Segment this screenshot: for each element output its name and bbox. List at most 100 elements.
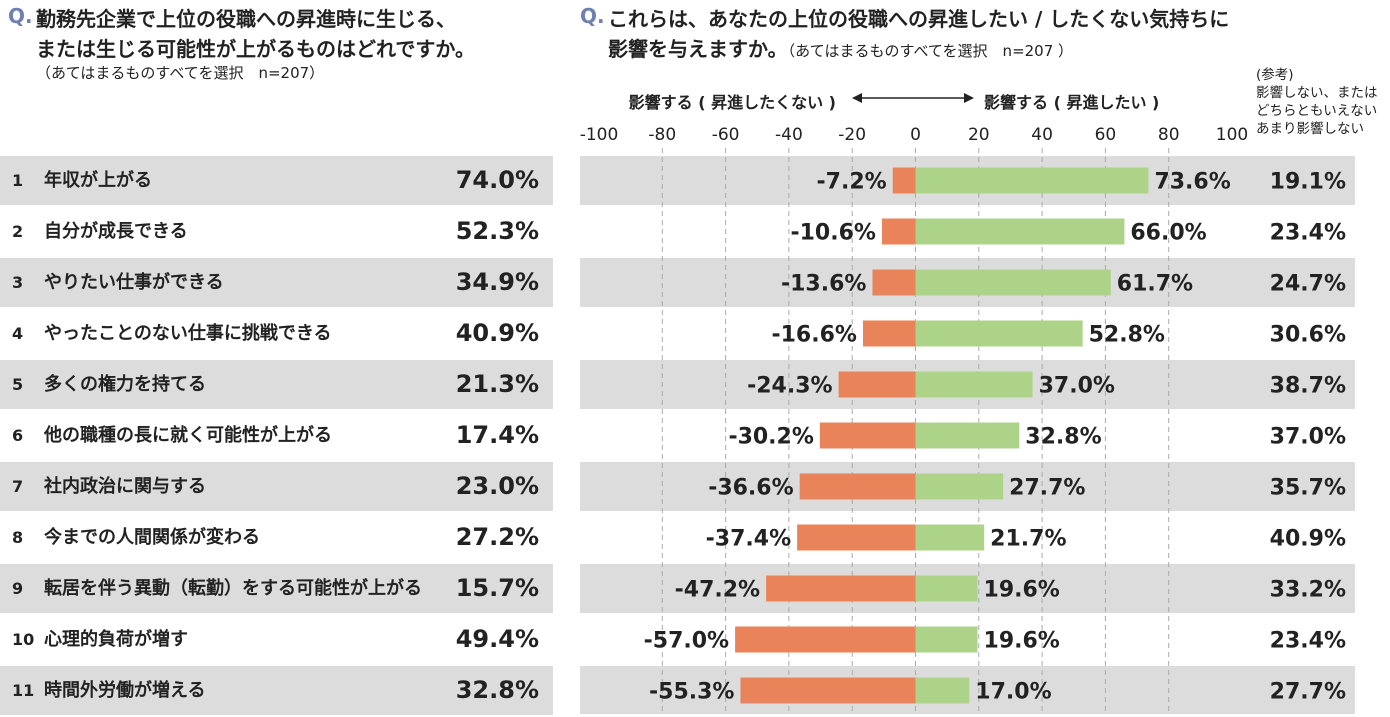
negative-value-label: -13.6% — [781, 272, 866, 297]
table-row: 7 社内政治に関与する 23.0% — [0, 462, 553, 511]
row-value: 21.3% — [455, 370, 539, 398]
row-label: 社内政治に関与する — [44, 476, 206, 497]
positive-bar — [915, 473, 1004, 500]
positive-bar — [915, 167, 1149, 194]
reference-value-label: 40.9% — [1270, 527, 1346, 552]
reference-header-line: あまり影響しない — [1256, 120, 1364, 137]
row-number: 4 — [12, 324, 24, 343]
right-q-mark: Q. — [580, 4, 605, 28]
negative-value-label: -36.6% — [708, 476, 793, 501]
table-row: 5 多くの権力を持てる 21.3% — [0, 360, 553, 409]
negative-bar — [881, 218, 916, 245]
x-tick-label: 100 — [1216, 125, 1248, 145]
negative-bar — [735, 626, 916, 653]
negative-value-label: -24.3% — [747, 374, 832, 399]
x-tick-label: -40 — [775, 125, 803, 145]
negative-value-label: -16.6% — [771, 323, 856, 348]
positive-value-label: 66.0% — [1130, 221, 1206, 246]
x-tick-label: 40 — [1031, 125, 1053, 145]
direction-right-label: 影響する ( 昇進したい ) — [984, 93, 1159, 112]
row-number: 1 — [12, 171, 24, 190]
row-value: 27.2% — [455, 523, 539, 551]
reference-values: 19.1% 23.4% 24.7% 30.6% 38.7% 37.0% 35.7% 40.9%… — [1270, 170, 1346, 705]
x-tick-label: 20 — [968, 125, 990, 145]
negative-value-label: -30.2% — [728, 425, 813, 450]
positive-value-label: 52.8% — [1089, 323, 1165, 348]
positive-value-label: 17.0% — [975, 680, 1051, 705]
direction-arrow-left-head — [852, 93, 862, 103]
positive-bar — [915, 218, 1125, 245]
table-row: 11 時間外労働が増える 32.8% — [0, 666, 553, 715]
positive-bar — [915, 575, 978, 602]
positive-bar — [915, 677, 970, 704]
reference-value-label: 33.2% — [1270, 578, 1346, 603]
row-label: やったことのない仕事に挑戦できる — [44, 323, 332, 344]
table-row: 6 他の職種の長に就く可能性が上がる 17.4% — [0, 411, 553, 460]
positive-value-label: 73.6% — [1154, 170, 1230, 195]
positive-value-label: 21.7% — [990, 527, 1066, 552]
positive-bar — [915, 524, 985, 551]
positive-bar — [915, 320, 1083, 347]
row-number: 5 — [12, 375, 24, 394]
row-value: 52.3% — [455, 217, 539, 245]
left-question-text: 勤務先企業で上位の役職への昇進時に生じる、 または生じる可能性が上がるものはどれ… — [36, 4, 475, 64]
reference-value-label: 27.7% — [1270, 680, 1346, 705]
positive-bar — [915, 626, 978, 653]
row-number: 10 — [12, 630, 35, 649]
row-value: 17.4% — [455, 421, 539, 449]
table-row: 3 やりたい仕事ができる 34.9% — [0, 258, 553, 307]
x-tick-label: -80 — [648, 125, 676, 145]
chart-value-labels: -7.2% 73.6% -10.6% 66.0% -13.6% 61.7% -16.6% 52… — [644, 170, 1231, 705]
chart-bars — [735, 167, 1149, 704]
row-label: 多くの権力を持てる — [44, 374, 206, 395]
table-row: 9 転居を伴う異動（転勤）をする可能性が上がる 15.7% — [0, 564, 553, 613]
table-row: 8 今までの人間関係が変わる 27.2% — [0, 513, 553, 562]
row-label: 転居を伴う異動（転勤）をする可能性が上がる — [44, 578, 422, 599]
reference-value-label: 35.7% — [1270, 476, 1346, 501]
positive-bar — [915, 422, 1020, 449]
row-label: 心理的負荷が増す — [44, 629, 188, 650]
right-question-line1: これらは、あなたの上位の役職への昇進したい / したくない気持ちに — [608, 7, 1230, 31]
x-axis-tick-labels: -100 -80 -60 -40 -20 0 20 40 60 80 100 — [580, 125, 1249, 145]
reference-value-label: 30.6% — [1270, 323, 1346, 348]
row-label: やりたい仕事ができる — [44, 272, 224, 293]
right-question-note: （あてはまるものすべてを選択 n=207 ） — [787, 42, 1074, 60]
negative-value-label: -55.3% — [649, 680, 734, 705]
row-number: 7 — [12, 477, 24, 496]
row-label: 年収が上がる — [44, 170, 152, 191]
positive-value-label: 32.8% — [1025, 425, 1101, 450]
table-row: 1 年収が上がる 74.0% — [0, 156, 553, 205]
x-tick-label: 0 — [910, 125, 921, 145]
positive-value-label: 61.7% — [1117, 272, 1193, 297]
row-label: 自分が成長できる — [44, 221, 188, 242]
reference-value-label: 37.0% — [1270, 425, 1346, 450]
reference-value-label: 24.7% — [1270, 272, 1346, 297]
negative-bar — [819, 422, 916, 449]
row-value: 23.0% — [455, 472, 539, 500]
direction-arrow-right-head — [964, 93, 974, 103]
row-value: 40.9% — [455, 319, 539, 347]
negative-bar — [799, 473, 916, 500]
negative-value-label: -47.2% — [675, 578, 760, 603]
positive-bar — [915, 371, 1033, 398]
reference-value-label: 38.7% — [1270, 374, 1346, 399]
row-label: 他の職種の長に就く可能性が上がる — [44, 425, 332, 446]
table-row: 2 自分が成長できる 52.3% — [0, 207, 553, 256]
negative-bar — [766, 575, 916, 602]
negative-bar — [892, 167, 916, 194]
right-question-text: これらは、あなたの上位の役職への昇進したい / したくない気持ちに 影響を与えま… — [608, 4, 1229, 66]
x-tick-label: -60 — [712, 125, 740, 145]
negative-value-label: -57.0% — [644, 629, 729, 654]
reference-value-label: 23.4% — [1270, 629, 1346, 654]
row-value: 15.7% — [455, 574, 539, 602]
reference-value-label: 19.1% — [1270, 170, 1346, 195]
right-question-line2-text: 影響を与えますか。 — [608, 37, 788, 61]
row-value: 34.9% — [455, 268, 539, 296]
negative-bar — [797, 524, 916, 551]
row-number: 6 — [12, 426, 24, 445]
row-value: 49.4% — [455, 625, 539, 653]
row-number: 9 — [12, 579, 24, 598]
x-tick-label: 80 — [1158, 125, 1180, 145]
